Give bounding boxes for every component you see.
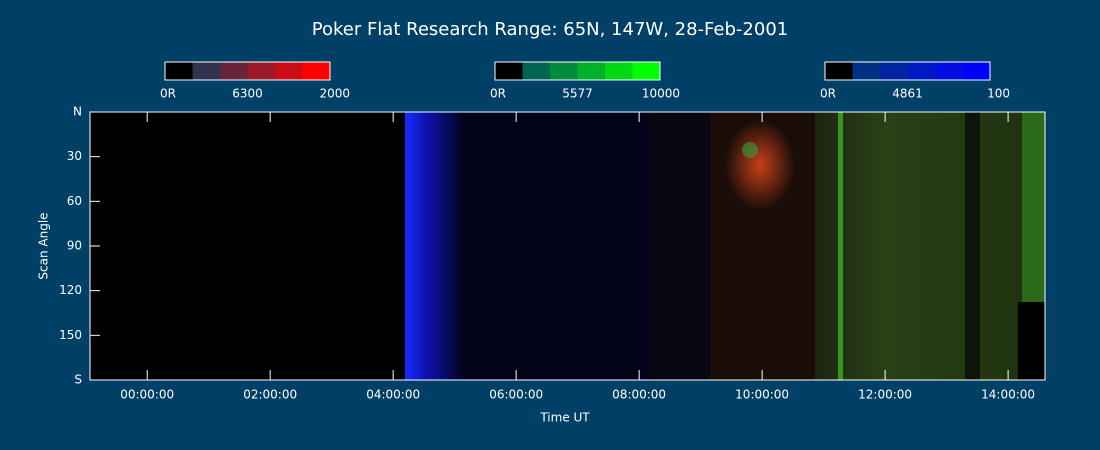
y-tick-label: 30	[67, 149, 82, 163]
colorbar-frame	[164, 61, 331, 81]
colorbar-swatch	[192, 62, 220, 80]
colorbar-swatch	[605, 62, 633, 80]
x-tick-label: 02:00:00	[243, 388, 297, 402]
y-tick-label: 90	[67, 239, 82, 253]
colorbar-swatch	[962, 62, 990, 80]
x-tick-label: 06:00:00	[489, 388, 543, 402]
colorbar-swatch	[495, 62, 523, 80]
colorbar-min: 0R	[820, 87, 836, 101]
colorbar-max: 2000	[319, 87, 350, 101]
colorbar-frame	[494, 61, 661, 81]
colorbar-swatch	[632, 62, 660, 80]
colorbar-swatch	[550, 62, 578, 80]
colorbar-min: 0R	[490, 87, 506, 101]
x-tick-label: 08:00:00	[612, 388, 666, 402]
colorbar-name: 6300	[232, 87, 263, 101]
x-tick-label: 00:00:00	[120, 388, 174, 402]
x-tick-label: 04:00:00	[366, 388, 420, 402]
colorbar-swatch	[522, 62, 550, 80]
colorbar-swatch	[577, 62, 605, 80]
colorbar-swatch	[852, 62, 880, 80]
colorbar-max: 100	[987, 87, 1010, 101]
colorbar-swatch	[165, 62, 193, 80]
colorbar-swatch	[935, 62, 963, 80]
colorbar-swatch	[302, 62, 330, 80]
x-axis-label: Time UT	[539, 411, 590, 425]
colorbar-swatch	[275, 62, 303, 80]
y-axis-label: Scan Angle	[37, 212, 51, 279]
colorbar-swatch	[247, 62, 275, 80]
y-tick-label: N	[73, 105, 82, 119]
y-tick-label: S	[74, 373, 82, 387]
x-tick-label: 12:00:00	[858, 388, 912, 402]
colorbar-frame	[824, 61, 991, 81]
colorbar-swatch	[825, 62, 853, 80]
keogram-image	[90, 112, 1045, 380]
y-tick-label: 120	[59, 283, 82, 297]
y-tick-label: 60	[67, 194, 82, 208]
colorbar-swatch	[907, 62, 935, 80]
colorbar-swatch	[880, 62, 908, 80]
colorbar-min: 0R	[160, 87, 176, 101]
y-tick-label: 150	[59, 328, 82, 342]
colorbar-name: 4861	[892, 87, 923, 101]
colorbar-max: 10000	[642, 87, 680, 101]
x-tick-label: 14:00:00	[981, 388, 1035, 402]
chart-title: Poker Flat Research Range: 65N, 147W, 28…	[312, 19, 788, 40]
colorbar-name: 5577	[562, 87, 593, 101]
colorbar-swatch	[220, 62, 248, 80]
x-tick-label: 10:00:00	[735, 388, 789, 402]
